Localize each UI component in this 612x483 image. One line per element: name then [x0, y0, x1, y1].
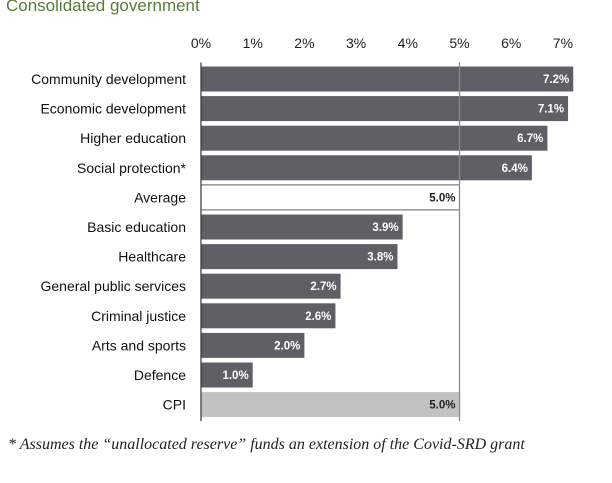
bar — [201, 332, 305, 358]
category-label: Average — [134, 189, 186, 205]
footnote: * Assumes the “unallocated reserve” fund… — [8, 436, 525, 453]
x-tick-label: 3% — [346, 35, 366, 51]
category-label: CPI — [163, 397, 186, 413]
value-label: 3.8% — [367, 252, 393, 264]
bar — [201, 214, 403, 240]
x-tick-label: 1% — [243, 35, 263, 51]
category-label: Defence — [134, 367, 186, 383]
category-label: Criminal justice — [91, 308, 186, 324]
category-label: Economic development — [40, 101, 186, 117]
x-tick-label: 5% — [449, 35, 469, 51]
bar — [201, 273, 341, 299]
x-tick-label: 0% — [191, 35, 211, 51]
chart-title: Consolidated government — [6, 0, 200, 15]
bar-chart: 0% 1% 2% 3% 4% 5% 6% 7% Community development 7.2… — [31, 35, 574, 422]
bar — [201, 96, 569, 122]
value-label: 7.2% — [543, 74, 569, 86]
category-label: Social protection* — [77, 160, 187, 176]
category-label: Basic education — [87, 219, 186, 235]
value-label: 5.0% — [429, 400, 455, 412]
x-tick-label: 7% — [553, 35, 573, 51]
category-label: Arts and sports — [92, 337, 186, 353]
bar — [201, 244, 398, 270]
bar — [201, 66, 574, 92]
value-label: 1.0% — [222, 370, 248, 382]
value-label: 2.7% — [310, 281, 336, 293]
value-label: 2.0% — [274, 340, 300, 352]
bar — [201, 392, 460, 418]
bar — [201, 303, 336, 329]
value-label: 7.1% — [538, 104, 564, 116]
bar — [201, 125, 548, 151]
bar — [201, 155, 532, 181]
value-label: 3.9% — [372, 222, 398, 234]
category-label: Higher education — [80, 130, 186, 146]
value-label: 5.0% — [429, 192, 455, 204]
category-label: General public services — [40, 278, 186, 294]
value-label: 2.6% — [305, 311, 331, 323]
value-label: 6.4% — [502, 163, 528, 175]
x-tick-label: 2% — [294, 35, 314, 51]
x-tick-label: 4% — [398, 35, 418, 51]
category-label: Healthcare — [118, 249, 186, 265]
bar — [200, 184, 460, 211]
value-label: 6.7% — [517, 133, 543, 145]
x-tick-label: 6% — [501, 35, 521, 51]
category-label: Community development — [31, 71, 186, 87]
bar — [201, 362, 253, 388]
